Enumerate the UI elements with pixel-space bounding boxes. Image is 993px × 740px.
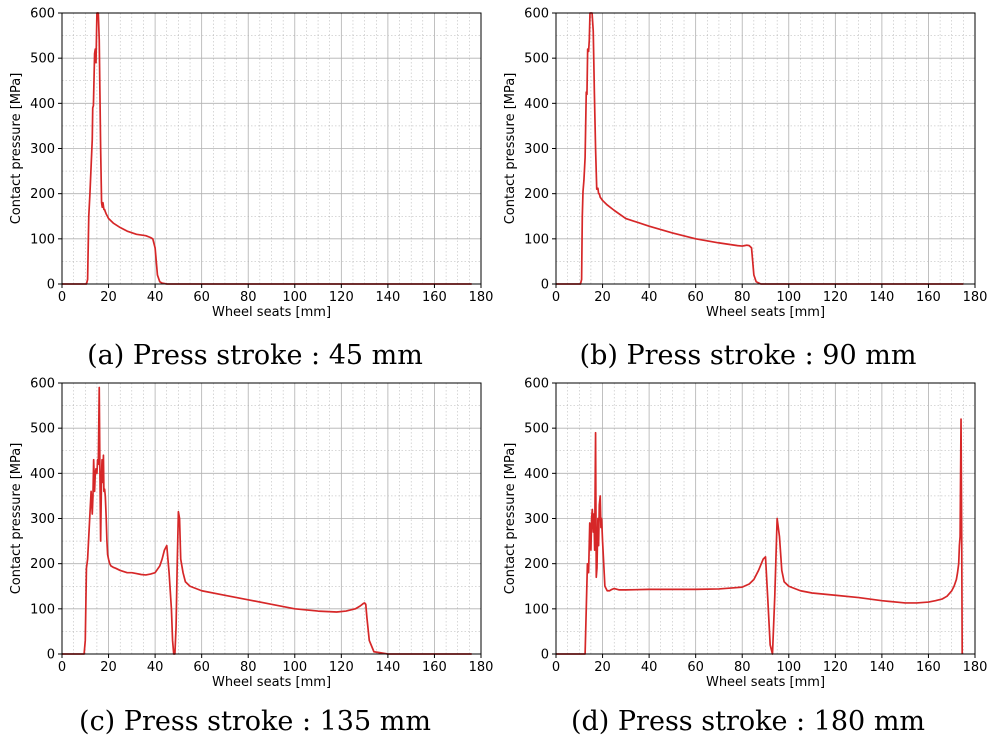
y-tick-label: 400 xyxy=(30,97,55,112)
x-tick-label: 160 xyxy=(422,290,447,305)
y-tick-label: 200 xyxy=(524,557,549,572)
x-tick-label: 160 xyxy=(422,660,447,675)
x-tick-label: 20 xyxy=(594,290,611,305)
chart-panel-d: 0 20 40 60 80 100 120 140 160 180 0 100 200 300 400 500… xyxy=(503,377,987,738)
y-tick-label: 600 xyxy=(524,377,549,392)
y-axis-title: Contact pressure [MPa] xyxy=(9,443,24,595)
x-tick-label: 100 xyxy=(776,660,801,675)
x-tick-label: 60 xyxy=(687,660,704,675)
x-tick-label: 80 xyxy=(734,290,751,305)
y-tick-label: 0 xyxy=(541,278,549,293)
x-tick-label: 180 xyxy=(469,290,494,305)
x-tick-label: 100 xyxy=(282,660,307,675)
y-tick-label: 200 xyxy=(524,187,549,202)
x-tick-label: 60 xyxy=(193,290,210,305)
x-tick-label: 40 xyxy=(641,660,658,675)
panel-caption: (b) Press stroke : 90 mm xyxy=(580,340,917,371)
y-tick-label: 200 xyxy=(30,557,55,572)
x-tick-label: 0 xyxy=(58,660,66,675)
chart-panel-b: 0 20 40 60 80 100 120 140 160 180 0 100 200 300 400 500… xyxy=(503,7,987,372)
chart-panel-a: 0 20 40 60 80 100 120 140 160 180 0 100 200 300 400 500… xyxy=(9,7,493,372)
x-tick-label: 60 xyxy=(193,660,210,675)
y-tick-label: 100 xyxy=(524,232,549,247)
y-tick-label: 0 xyxy=(541,648,549,663)
x-tick-label: 100 xyxy=(282,290,307,305)
y-tick-label: 600 xyxy=(524,7,549,22)
x-axis-title: Wheel seats [mm] xyxy=(212,305,331,320)
x-tick-label: 80 xyxy=(734,660,751,675)
x-tick-label: 40 xyxy=(147,660,164,675)
y-tick-label: 400 xyxy=(524,467,549,482)
x-axis-title: Wheel seats [mm] xyxy=(706,675,825,690)
x-tick-label: 20 xyxy=(100,660,117,675)
series-line-a xyxy=(62,12,472,285)
x-tick-label: 120 xyxy=(329,290,354,305)
y-tick-label: 600 xyxy=(30,377,55,392)
series-line-c xyxy=(62,386,472,655)
x-tick-label: 160 xyxy=(916,290,941,305)
series-line-b xyxy=(556,12,964,285)
x-tick-label: 20 xyxy=(100,290,117,305)
x-tick-label: 140 xyxy=(869,290,894,305)
x-tick-label: 0 xyxy=(58,290,66,305)
y-axis-title: Contact pressure [MPa] xyxy=(503,73,518,225)
y-tick-label: 100 xyxy=(30,232,55,247)
x-axis-title: Wheel seats [mm] xyxy=(706,305,825,320)
x-tick-label: 60 xyxy=(687,290,704,305)
y-tick-label: 300 xyxy=(524,142,549,157)
y-tick-label: 300 xyxy=(524,512,549,527)
y-tick-label: 600 xyxy=(30,7,55,22)
y-tick-label: 0 xyxy=(47,278,55,293)
x-tick-label: 120 xyxy=(823,660,848,675)
x-tick-label: 0 xyxy=(552,290,560,305)
panel-caption: (a) Press stroke : 45 mm xyxy=(87,340,423,371)
panel-caption: (c) Press stroke : 135 mm xyxy=(79,706,431,737)
y-tick-label: 400 xyxy=(524,97,549,112)
y-tick-label: 0 xyxy=(47,648,55,663)
y-tick-label: 100 xyxy=(524,602,549,617)
x-tick-label: 40 xyxy=(147,290,164,305)
y-tick-label: 500 xyxy=(30,52,55,67)
y-tick-label: 200 xyxy=(30,187,55,202)
x-tick-label: 140 xyxy=(375,660,400,675)
y-tick-label: 300 xyxy=(30,142,55,157)
series-line-d xyxy=(556,418,964,655)
x-tick-label: 100 xyxy=(776,290,801,305)
x-tick-label: 180 xyxy=(963,290,988,305)
x-tick-label: 80 xyxy=(240,660,257,675)
x-tick-label: 40 xyxy=(641,290,658,305)
x-tick-label: 180 xyxy=(963,660,988,675)
x-tick-label: 0 xyxy=(552,660,560,675)
y-axis-title: Contact pressure [MPa] xyxy=(503,443,518,595)
panel-caption: (d) Press stroke : 180 mm xyxy=(571,706,925,737)
y-tick-label: 500 xyxy=(524,52,549,67)
y-tick-label: 100 xyxy=(30,602,55,617)
y-tick-label: 300 xyxy=(30,512,55,527)
chart-panel-c: 0 20 40 60 80 100 120 140 160 180 0 100 200 300 400 500… xyxy=(9,377,493,738)
x-tick-label: 160 xyxy=(916,660,941,675)
x-tick-label: 140 xyxy=(869,660,894,675)
x-tick-label: 180 xyxy=(469,660,494,675)
x-tick-label: 120 xyxy=(329,660,354,675)
y-axis-title: Contact pressure [MPa] xyxy=(9,73,24,225)
x-tick-label: 20 xyxy=(594,660,611,675)
x-axis-title: Wheel seats [mm] xyxy=(212,675,331,690)
y-tick-label: 400 xyxy=(30,467,55,482)
y-tick-label: 500 xyxy=(524,422,549,437)
x-tick-label: 80 xyxy=(240,290,257,305)
x-tick-label: 120 xyxy=(823,290,848,305)
y-tick-label: 500 xyxy=(30,422,55,437)
x-tick-label: 140 xyxy=(375,290,400,305)
